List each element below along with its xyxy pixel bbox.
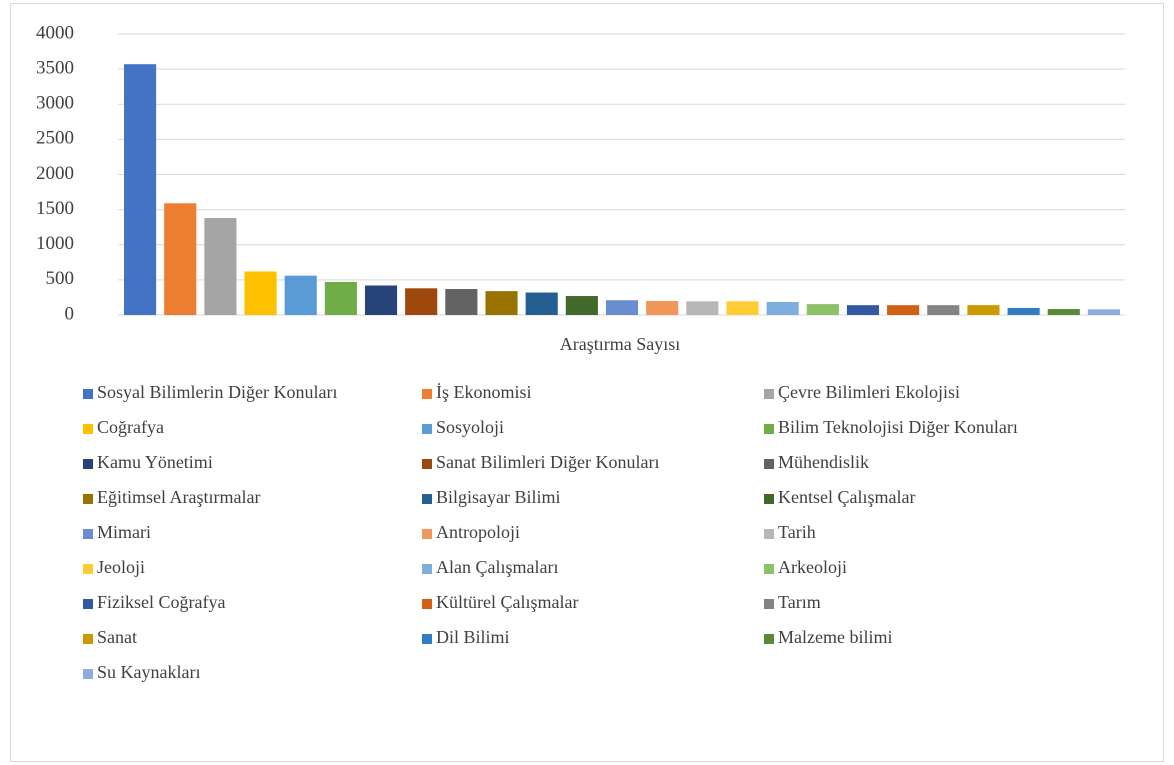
bar <box>646 300 679 315</box>
legend-swatch <box>83 599 93 609</box>
legend-label: Kültürel Çalışmalar <box>436 592 578 612</box>
y-tick-label: 1500 <box>36 198 74 219</box>
legend-label: Çevre Bilimleri Ekolojisi <box>778 382 960 402</box>
bar <box>1047 309 1080 315</box>
legend-label: Coğrafya <box>97 417 164 437</box>
legend-label: Sanat Bilimleri Diğer Konuları <box>436 452 659 472</box>
y-tick-label: 1000 <box>36 233 74 254</box>
bar <box>806 304 839 315</box>
legend-swatch <box>422 459 432 469</box>
legend-label: İş Ekonomisi <box>436 382 532 402</box>
legend-swatch <box>764 389 774 399</box>
legend-swatch <box>83 424 93 434</box>
legend-label: Jeoloji <box>97 557 145 577</box>
legend-swatch <box>83 389 93 399</box>
bar <box>324 281 357 315</box>
y-tick-label: 500 <box>46 268 75 289</box>
bar <box>605 300 639 315</box>
legend-swatch <box>422 599 432 609</box>
bar <box>846 305 880 315</box>
bar <box>927 305 960 315</box>
legend-swatch <box>764 424 774 434</box>
legend-swatch <box>83 669 93 679</box>
bar <box>686 301 719 315</box>
bar <box>405 288 438 315</box>
legend-label: Sosyal Bilimlerin Diğer Konuları <box>97 382 337 402</box>
legend-swatch <box>422 529 432 539</box>
bar <box>1007 307 1040 315</box>
legend-swatch <box>764 459 774 469</box>
bar <box>565 296 598 315</box>
legend-swatch <box>422 564 432 574</box>
legend-label: Antropoloji <box>436 522 520 542</box>
legend-swatch <box>422 634 432 644</box>
legend-label: Bilim Teknolojisi Diğer Konuları <box>778 417 1018 437</box>
bar <box>525 292 558 315</box>
chart-border <box>10 3 1164 762</box>
bar <box>1087 309 1120 315</box>
legend-swatch <box>83 634 93 644</box>
legend-label: Su Kaynakları <box>97 662 200 682</box>
bar <box>124 64 157 316</box>
x-category-label: Araştırma Sayısı <box>560 334 680 354</box>
bar <box>766 302 799 315</box>
legend-swatch <box>764 529 774 539</box>
legend-swatch <box>764 494 774 504</box>
legend-swatch <box>764 634 774 644</box>
y-tick-label: 0 <box>65 303 75 324</box>
y-tick-label: 3000 <box>36 93 74 114</box>
bar <box>485 291 518 315</box>
legend-swatch <box>83 459 93 469</box>
y-tick-label: 4000 <box>36 22 74 43</box>
legend-label: Tarih <box>778 522 816 542</box>
legend-label: Eğitimsel Araştırmalar <box>97 487 260 507</box>
legend-swatch <box>83 529 93 539</box>
legend-swatch <box>83 494 93 504</box>
legend-label: Malzeme bilimi <box>778 627 892 647</box>
legend-label: Mimari <box>97 522 151 542</box>
legend-swatch <box>764 599 774 609</box>
legend-label: Sosyoloji <box>436 417 504 437</box>
legend-swatch <box>764 564 774 574</box>
legend-label: Mühendislik <box>778 452 869 472</box>
y-tick-label: 2000 <box>36 163 74 184</box>
legend-label: Sanat <box>97 627 137 647</box>
bar <box>164 203 197 315</box>
legend-label: Arkeoloji <box>778 557 847 577</box>
legend-swatch <box>422 424 432 434</box>
legend-label: Fiziksel Coğrafya <box>97 592 225 612</box>
bar <box>284 275 317 315</box>
legend-swatch <box>422 494 432 504</box>
legend-label: Dil Bilimi <box>436 627 510 647</box>
bar <box>204 218 237 315</box>
bar <box>887 305 920 315</box>
y-tick-label: 3500 <box>36 57 74 78</box>
legend-label: Alan Çalışmaları <box>436 557 558 577</box>
legend-label: Tarım <box>778 592 821 612</box>
bar <box>244 271 277 315</box>
bar <box>364 285 398 315</box>
legend-swatch <box>422 389 432 399</box>
bar <box>967 305 1000 315</box>
bar <box>726 301 759 315</box>
legend-label: Bilgisayar Bilimi <box>436 487 561 507</box>
y-tick-label: 2500 <box>36 128 74 149</box>
bar <box>445 289 478 315</box>
legend-swatch <box>83 564 93 574</box>
legend-label: Kamu Yönetimi <box>97 452 213 472</box>
legend-label: Kentsel Çalışmalar <box>778 487 915 507</box>
